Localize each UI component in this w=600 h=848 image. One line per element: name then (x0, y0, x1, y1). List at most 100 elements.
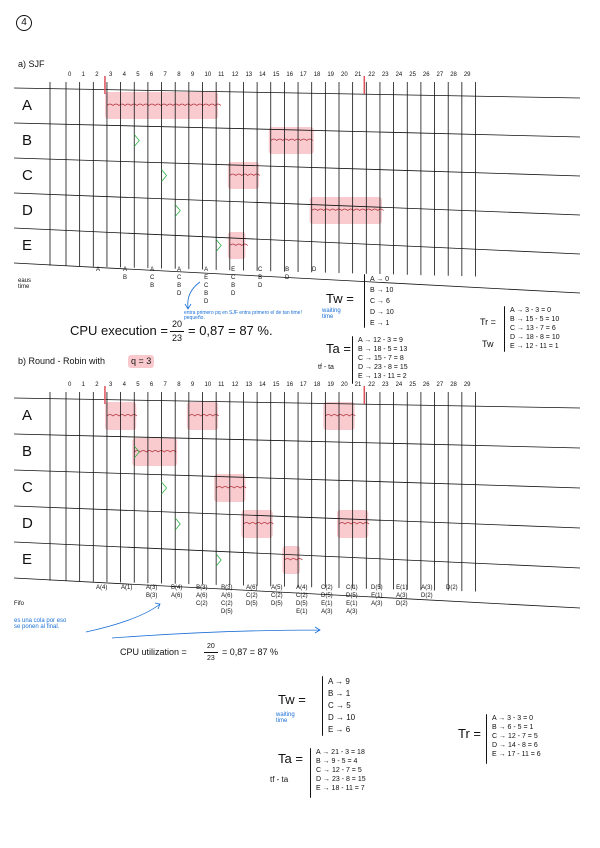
tick-label: 0 (68, 72, 72, 78)
tick-label: 28 (450, 72, 457, 78)
tick-label: 4 (122, 382, 126, 388)
tick-label: 17 (300, 72, 307, 78)
tick-label: 11 (218, 72, 225, 78)
tr-item: C → 13 - 7 = 6 (510, 325, 556, 332)
tick-label: 13 (245, 72, 253, 78)
a-arrival-B (133, 134, 140, 147)
tick-label: 3 (108, 382, 113, 388)
part-b-title: b) Round - Robin with (18, 356, 106, 366)
b-exec-line-C (215, 486, 247, 489)
tr-item: A → 3 - 3 = 0 (510, 307, 552, 314)
tick-label: 24 (395, 382, 403, 388)
tw-item: B → 10 (370, 287, 394, 294)
tick-label: 16 (286, 72, 294, 78)
a-exec-line-B (270, 138, 313, 141)
b-row-line (13, 577, 581, 609)
queue-state: D(5) E(1) A(3) (371, 585, 383, 607)
queue-state: A(1) (121, 585, 133, 591)
tick-label: 10 (204, 382, 212, 388)
tick-label: 14 (259, 382, 266, 388)
ta-item: A → 21 - 3 = 18 (316, 749, 365, 756)
part-a-tw-list: A → 0 B → 10 C → 6 D → 10 E → 1 (370, 274, 394, 329)
b-row-line (13, 469, 581, 489)
part-b-axis-label: Fifo (14, 601, 25, 607)
tick-label: 19 (327, 382, 335, 388)
process-label: A (22, 96, 33, 114)
tick-label: 18 (313, 72, 321, 78)
part-a-cpu-den: 23 (172, 333, 183, 343)
b-exec-E (282, 546, 301, 574)
tick-label: 2 (95, 72, 99, 78)
tick-label: 21 (354, 382, 362, 388)
tick-label: 21 (354, 72, 362, 78)
b-exec-line-D (338, 522, 370, 525)
tick-label: 23 (381, 72, 389, 78)
ta-item: B → 18 - 5 = 13 (358, 346, 408, 353)
queue-state: B(3) A(6) C(2) D(5) (221, 585, 233, 615)
tick-label: 26 (422, 382, 430, 388)
queue-state: A(4) (96, 585, 108, 591)
b-row-line (13, 397, 581, 409)
part-a-tr-list: A → 3 - 3 = 0 B → 15 - 5 = 10 C → 13 - 7 =… (510, 306, 560, 351)
tick-label: 13 (245, 382, 253, 388)
tr-item: A → 3 - 3 = 0 (492, 715, 534, 722)
ta-item: B → 9 - 5 = 4 (316, 758, 358, 765)
tick-label: 5 (136, 72, 140, 78)
part-a-ta-label: Ta = (326, 341, 351, 356)
tw-item: E → 6 (328, 725, 351, 734)
tick-label: 6 (149, 382, 154, 388)
tw-item: A → 0 (370, 276, 390, 283)
part-b-ta-sub: tf - ta (270, 775, 289, 784)
a-arrival-C (161, 169, 168, 182)
part-b-tw-list: A → 9 B → 1 C → 5 D → 10 E → 6 (328, 676, 355, 736)
queue-state: A(5) C(2) D(5) (271, 585, 283, 607)
part-b-tr-label: Tr = (458, 726, 481, 741)
tw-item: C → 6 (370, 298, 390, 305)
a-arrival-E (215, 239, 222, 252)
a-arrival-D (174, 204, 181, 217)
part-a-title: a) SJF (18, 59, 45, 69)
queue-state: B(3) A(6) C(2) (196, 585, 208, 607)
tick-label: 2 (95, 382, 99, 388)
tr-item: E → 17 - 11 = 6 (492, 751, 541, 758)
part-a-cpu-result: = 0,87 = 87 %. (188, 323, 273, 338)
tick-label: 1 (81, 72, 85, 78)
a-exec-line-D (311, 208, 384, 211)
tick-label: 19 (327, 72, 335, 78)
ta-item: C → 15 - 7 = 8 (358, 355, 404, 362)
queue-state: D (312, 267, 317, 273)
part-a-tr-sub: Tw (482, 339, 494, 349)
queue-state: C(2) D(5) E(1) A(3) (321, 585, 333, 615)
part-b-tr-list: A → 3 - 3 = 0 B → 6 - 5 = 1 C → 12 - 7 = 5… (492, 714, 541, 759)
tr-item: B → 6 - 5 = 1 (492, 724, 534, 731)
part-b-ta-list: A → 21 - 3 = 18 B → 9 - 5 = 4 C → 12 - 7 =… (316, 748, 366, 793)
b-arrival-C (161, 481, 168, 495)
queue-state: B D (285, 267, 290, 281)
b-exec-line-B (134, 450, 177, 453)
ta-item: A → 12 - 3 = 9 (358, 337, 403, 344)
tr-item: C → 12 - 7 = 5 (492, 733, 538, 740)
ta-item: E → 18 - 11 = 7 (316, 785, 365, 792)
process-label: B (22, 131, 33, 149)
queue-state: D(2) (446, 585, 458, 591)
part-b-tw-note: waiting time (276, 712, 295, 724)
tick-label: 25 (409, 72, 416, 78)
queue-state: A(3) D(2) (421, 585, 433, 599)
a-row-line (13, 192, 581, 216)
queue-state: C B D (258, 267, 263, 289)
tick-label: 1 (81, 382, 85, 388)
note-arrow (184, 281, 201, 310)
tick-label: 27 (436, 72, 444, 78)
tick-label: 25 (409, 382, 416, 388)
part-a-ta-list: A → 12 - 3 = 9 B → 18 - 5 = 13 C → 15 - 7 … (358, 336, 408, 381)
a-row-line (13, 262, 581, 294)
tick-label: 8 (177, 72, 181, 78)
process-label: D (22, 515, 33, 532)
part-b-note: es una cola por eso se ponen al final. (14, 618, 67, 630)
note-arrow (85, 602, 161, 633)
tick-label: 15 (272, 382, 280, 388)
part-a-tr-label: Tr = (480, 317, 496, 327)
b-exec-line-A (325, 414, 356, 417)
tick-label: 29 (463, 72, 471, 78)
tick-label: 4 (122, 72, 126, 78)
